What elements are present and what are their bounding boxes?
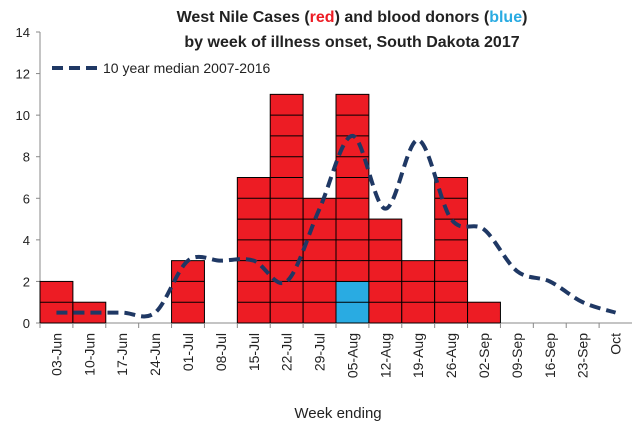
title-part: ) bbox=[522, 9, 527, 26]
bar bbox=[401, 260, 436, 324]
x-tick-label: 12-Aug bbox=[377, 333, 393, 378]
y-tick-label: 8 bbox=[23, 150, 30, 165]
x-tick-label: 24-Jun bbox=[147, 333, 163, 376]
bar bbox=[467, 301, 501, 324]
title-part: ) and blood donors ( bbox=[335, 9, 490, 26]
x-tick-label: 03-Jun bbox=[48, 333, 64, 376]
y-tick-label: 2 bbox=[23, 274, 30, 289]
x-tick-label: 22-Jul bbox=[279, 333, 295, 371]
title-part: red bbox=[310, 9, 335, 26]
title-part: by week of illness onset, South Dakota 2… bbox=[184, 34, 519, 51]
y-tick-label: 10 bbox=[16, 108, 30, 123]
bar bbox=[72, 301, 107, 324]
x-tick-label: 02-Sep bbox=[476, 333, 492, 378]
x-tick-label: 29-Jul bbox=[312, 333, 328, 371]
bar bbox=[236, 177, 271, 324]
bar bbox=[368, 218, 403, 324]
title-part: West Nile Cases ( bbox=[177, 9, 311, 26]
x-tick-label: 17-Jun bbox=[114, 333, 130, 376]
x-tick-label: 08-Jul bbox=[213, 333, 229, 371]
x-axis-title: Week ending bbox=[294, 405, 381, 422]
bar bbox=[434, 177, 469, 324]
bar bbox=[269, 93, 304, 324]
x-tick-label: 01-Jul bbox=[180, 333, 196, 371]
y-tick-label: 4 bbox=[23, 233, 30, 248]
y-tick-label: 12 bbox=[16, 67, 30, 82]
x-tick-label: 23-Sep bbox=[575, 333, 591, 378]
x-tick-label: 16-Sep bbox=[542, 333, 558, 378]
x-tick-label: 15-Jul bbox=[246, 333, 262, 371]
bar bbox=[335, 93, 370, 282]
title-part: blue bbox=[489, 9, 522, 26]
y-tick-label: 6 bbox=[23, 191, 30, 206]
median-line bbox=[56, 133, 617, 319]
x-tick-label: 10-Jun bbox=[81, 333, 97, 376]
chart-title: West Nile Cases (red) and blood donors (… bbox=[177, 9, 528, 26]
legend-label: 10 year median 2007-2016 bbox=[103, 60, 271, 76]
x-tick-label: 05-Aug bbox=[344, 333, 360, 378]
x-tick-label: 09-Sep bbox=[509, 333, 525, 378]
x-tick-label: 26-Aug bbox=[443, 333, 459, 378]
chart-title: by week of illness onset, South Dakota 2… bbox=[184, 34, 519, 51]
y-tick-label: 0 bbox=[23, 316, 30, 331]
y-tick-label: 14 bbox=[16, 25, 30, 40]
x-tick-label: Oct bbox=[608, 333, 624, 355]
bar bbox=[171, 260, 205, 324]
x-tick-label: 19-Aug bbox=[410, 333, 426, 378]
